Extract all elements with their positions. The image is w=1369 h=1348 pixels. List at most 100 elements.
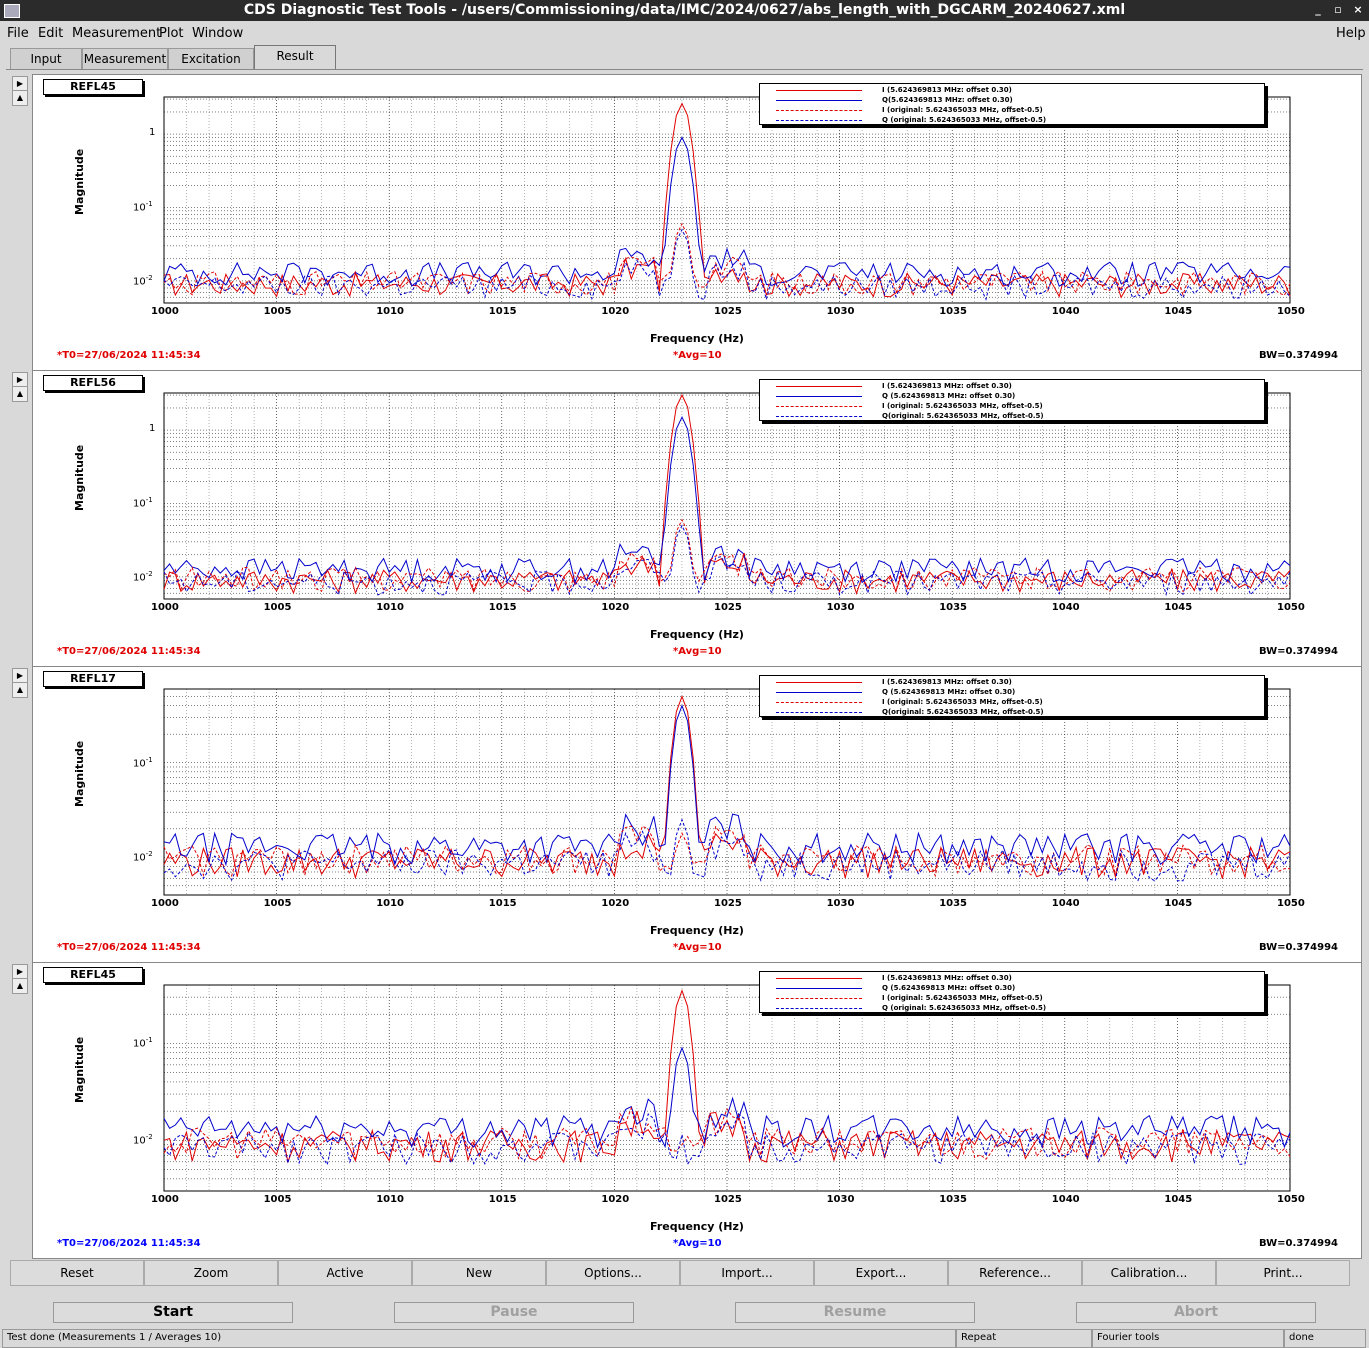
x-tick-label: 1030 xyxy=(826,602,855,613)
legend-entry: I (original: 5.624365033 MHz, offset-0.5… xyxy=(760,106,1260,116)
x-axis-label: Frequency (Hz) xyxy=(650,628,744,641)
legend-text: I (5.624369813 MHz: offset 0.30) xyxy=(882,678,1012,686)
trace-3 xyxy=(163,1112,1291,1167)
legend-entry: I (original: 5.624365033 MHz, offset-0.5… xyxy=(760,698,1260,708)
legend-text: I (original: 5.624365033 MHz, offset-0.5… xyxy=(882,402,1043,410)
y-tick-label: 1 xyxy=(149,127,155,138)
trace-2 xyxy=(163,222,1291,298)
magnitude-plot[interactable] xyxy=(33,963,1361,1258)
x-tick-label: 1025 xyxy=(714,306,742,317)
plot-toolbar: Reset Zoom Active New Options... Import.… xyxy=(10,1260,1358,1286)
legend[interactable]: I (5.624369813 MHz: offset 0.30) Q (5.624… xyxy=(759,675,1265,717)
magnitude-plot[interactable] xyxy=(33,75,1361,370)
panel-collapse-button[interactable]: ▲ xyxy=(12,978,28,994)
start-button[interactable]: Start xyxy=(53,1302,293,1323)
x-tick-label: 1040 xyxy=(1051,306,1080,317)
menu-window[interactable]: Window xyxy=(192,26,244,41)
y-tick-label: 1 xyxy=(149,423,155,434)
window-menu-icon[interactable] xyxy=(4,4,20,18)
window-title: CDS Diagnostic Test Tools - /users/Commi… xyxy=(243,2,1126,18)
trace-1 xyxy=(163,136,1291,288)
legend-entry: Q (5.624369813 MHz: offset 0.30) xyxy=(760,984,1260,994)
new-button[interactable]: New xyxy=(412,1260,546,1286)
menu-edit[interactable]: Edit xyxy=(38,26,64,41)
trace-0 xyxy=(163,989,1291,1164)
pause-button[interactable]: Pause xyxy=(394,1302,634,1323)
tick-base: 10 xyxy=(133,498,146,510)
tab-divider xyxy=(6,69,1363,70)
zoom-button[interactable]: Zoom xyxy=(144,1260,278,1286)
x-axis-label: Frequency (Hz) xyxy=(650,1220,744,1233)
channel-label[interactable]: REFL56 xyxy=(43,375,143,391)
legend-text: Q (5.624369813 MHz: offset 0.30) xyxy=(882,688,1016,696)
reset-button[interactable]: Reset xyxy=(10,1260,144,1286)
legend[interactable]: I (5.624369813 MHz: offset 0.30) Q (5.624… xyxy=(759,379,1265,421)
tick-exponent: -2 xyxy=(145,273,153,282)
legend[interactable]: I (5.624369813 MHz: offset 0.30) Q (5.624… xyxy=(759,971,1265,1013)
magnitude-plot[interactable] xyxy=(33,371,1361,666)
options-button[interactable]: Options... xyxy=(546,1260,680,1286)
menu-measurement[interactable]: Measurement xyxy=(72,26,162,41)
x-tick-label: 1035 xyxy=(939,898,968,909)
tick-base: 10 xyxy=(133,757,146,769)
x-tick-label: 1000 xyxy=(151,898,179,909)
x-tick-label: 1050 xyxy=(1277,306,1305,317)
trace-1 xyxy=(163,1046,1291,1150)
legend-entry: I (5.624369813 MHz: offset 0.30) xyxy=(760,974,1260,984)
panel-collapse-button[interactable]: ▲ xyxy=(12,682,28,698)
reference-button[interactable]: Reference... xyxy=(948,1260,1082,1286)
resume-button[interactable]: Resume xyxy=(735,1302,975,1323)
legend-line xyxy=(776,988,862,989)
avg-label: *Avg=10 xyxy=(673,646,722,657)
panel-collapse-button[interactable]: ▲ xyxy=(12,90,28,106)
magnitude-plot[interactable] xyxy=(33,667,1361,962)
tab-excitation[interactable]: Excitation xyxy=(168,48,254,69)
tick-exponent: -2 xyxy=(145,569,153,578)
t0-label: *T0=27/06/2024 11:45:34 xyxy=(57,942,201,953)
legend-text: Q(original: 5.624365033 MHz, offset-0.5) xyxy=(882,708,1044,716)
tab-result[interactable]: Result xyxy=(254,45,336,69)
legend-line xyxy=(776,406,862,407)
legend[interactable]: I (5.624369813 MHz: offset 0.30) Q(5.6243… xyxy=(759,83,1265,125)
legend-text: I (5.624369813 MHz: offset 0.30) xyxy=(882,86,1012,94)
menu-file[interactable]: File xyxy=(7,26,29,41)
legend-line xyxy=(776,416,862,417)
abort-button[interactable]: Abort xyxy=(1076,1302,1316,1323)
legend-entry: Q(5.624369813 MHz: offset 0.30) xyxy=(760,96,1260,106)
plot-panel: REFL56 Magnitude Frequency (Hz) *T0=27/06/2… xyxy=(32,370,1362,667)
channel-label[interactable]: REFL17 xyxy=(43,671,143,687)
x-tick-label: 1050 xyxy=(1277,602,1305,613)
tick-exponent: -1 xyxy=(145,200,153,209)
bandwidth-label: BW=0.374994 xyxy=(1259,350,1338,361)
x-tick-label: 1050 xyxy=(1277,898,1305,909)
close-button[interactable]: × xyxy=(1353,3,1363,16)
x-tick-label: 1005 xyxy=(263,1194,292,1205)
tab-input[interactable]: Input xyxy=(10,48,82,69)
legend-entry: Q (original: 5.624365033 MHz, offset-0.5… xyxy=(760,116,1260,126)
menu-plot[interactable]: Plot xyxy=(159,26,184,41)
calibration-button[interactable]: Calibration... xyxy=(1082,1260,1216,1286)
panel-collapse-button[interactable]: ▲ xyxy=(12,386,28,402)
print-button[interactable]: Print... xyxy=(1216,1260,1350,1286)
plot-frame xyxy=(163,688,1291,896)
x-tick-label: 1025 xyxy=(714,1194,742,1205)
import-button[interactable]: Import... xyxy=(680,1260,814,1286)
t0-label: *T0=27/06/2024 11:45:34 xyxy=(57,350,201,361)
bandwidth-label: BW=0.374994 xyxy=(1259,942,1338,953)
tab-measurement[interactable]: Measurement xyxy=(82,48,168,69)
x-tick-label: 1020 xyxy=(601,602,630,613)
bandwidth-label: BW=0.374994 xyxy=(1259,646,1338,657)
active-button[interactable]: Active xyxy=(278,1260,412,1286)
legend-line xyxy=(776,712,862,713)
channel-label[interactable]: REFL45 xyxy=(43,79,143,95)
legend-line xyxy=(776,692,862,693)
channel-label[interactable]: REFL45 xyxy=(43,967,143,983)
x-tick-label: 1020 xyxy=(601,898,630,909)
x-tick-label: 1040 xyxy=(1051,602,1080,613)
y-tick-label: 10-2 xyxy=(133,1133,153,1146)
minimize-button[interactable]: _ xyxy=(1315,3,1321,16)
x-tick-label: 1005 xyxy=(263,306,292,317)
maximize-button[interactable]: ▫ xyxy=(1334,3,1342,16)
menu-help[interactable]: Help xyxy=(1336,26,1366,41)
export-button[interactable]: Export... xyxy=(814,1260,948,1286)
